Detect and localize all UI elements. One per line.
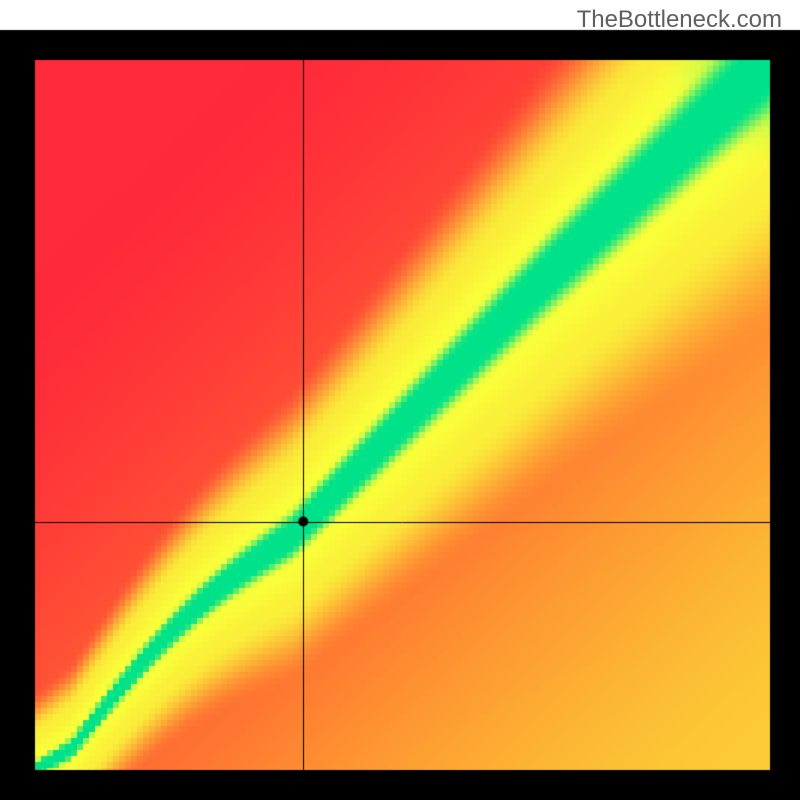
watermark-text: TheBottleneck.com [577, 6, 782, 34]
chart-container: TheBottleneck.com [0, 0, 800, 800]
bottleneck-heatmap [0, 0, 800, 800]
